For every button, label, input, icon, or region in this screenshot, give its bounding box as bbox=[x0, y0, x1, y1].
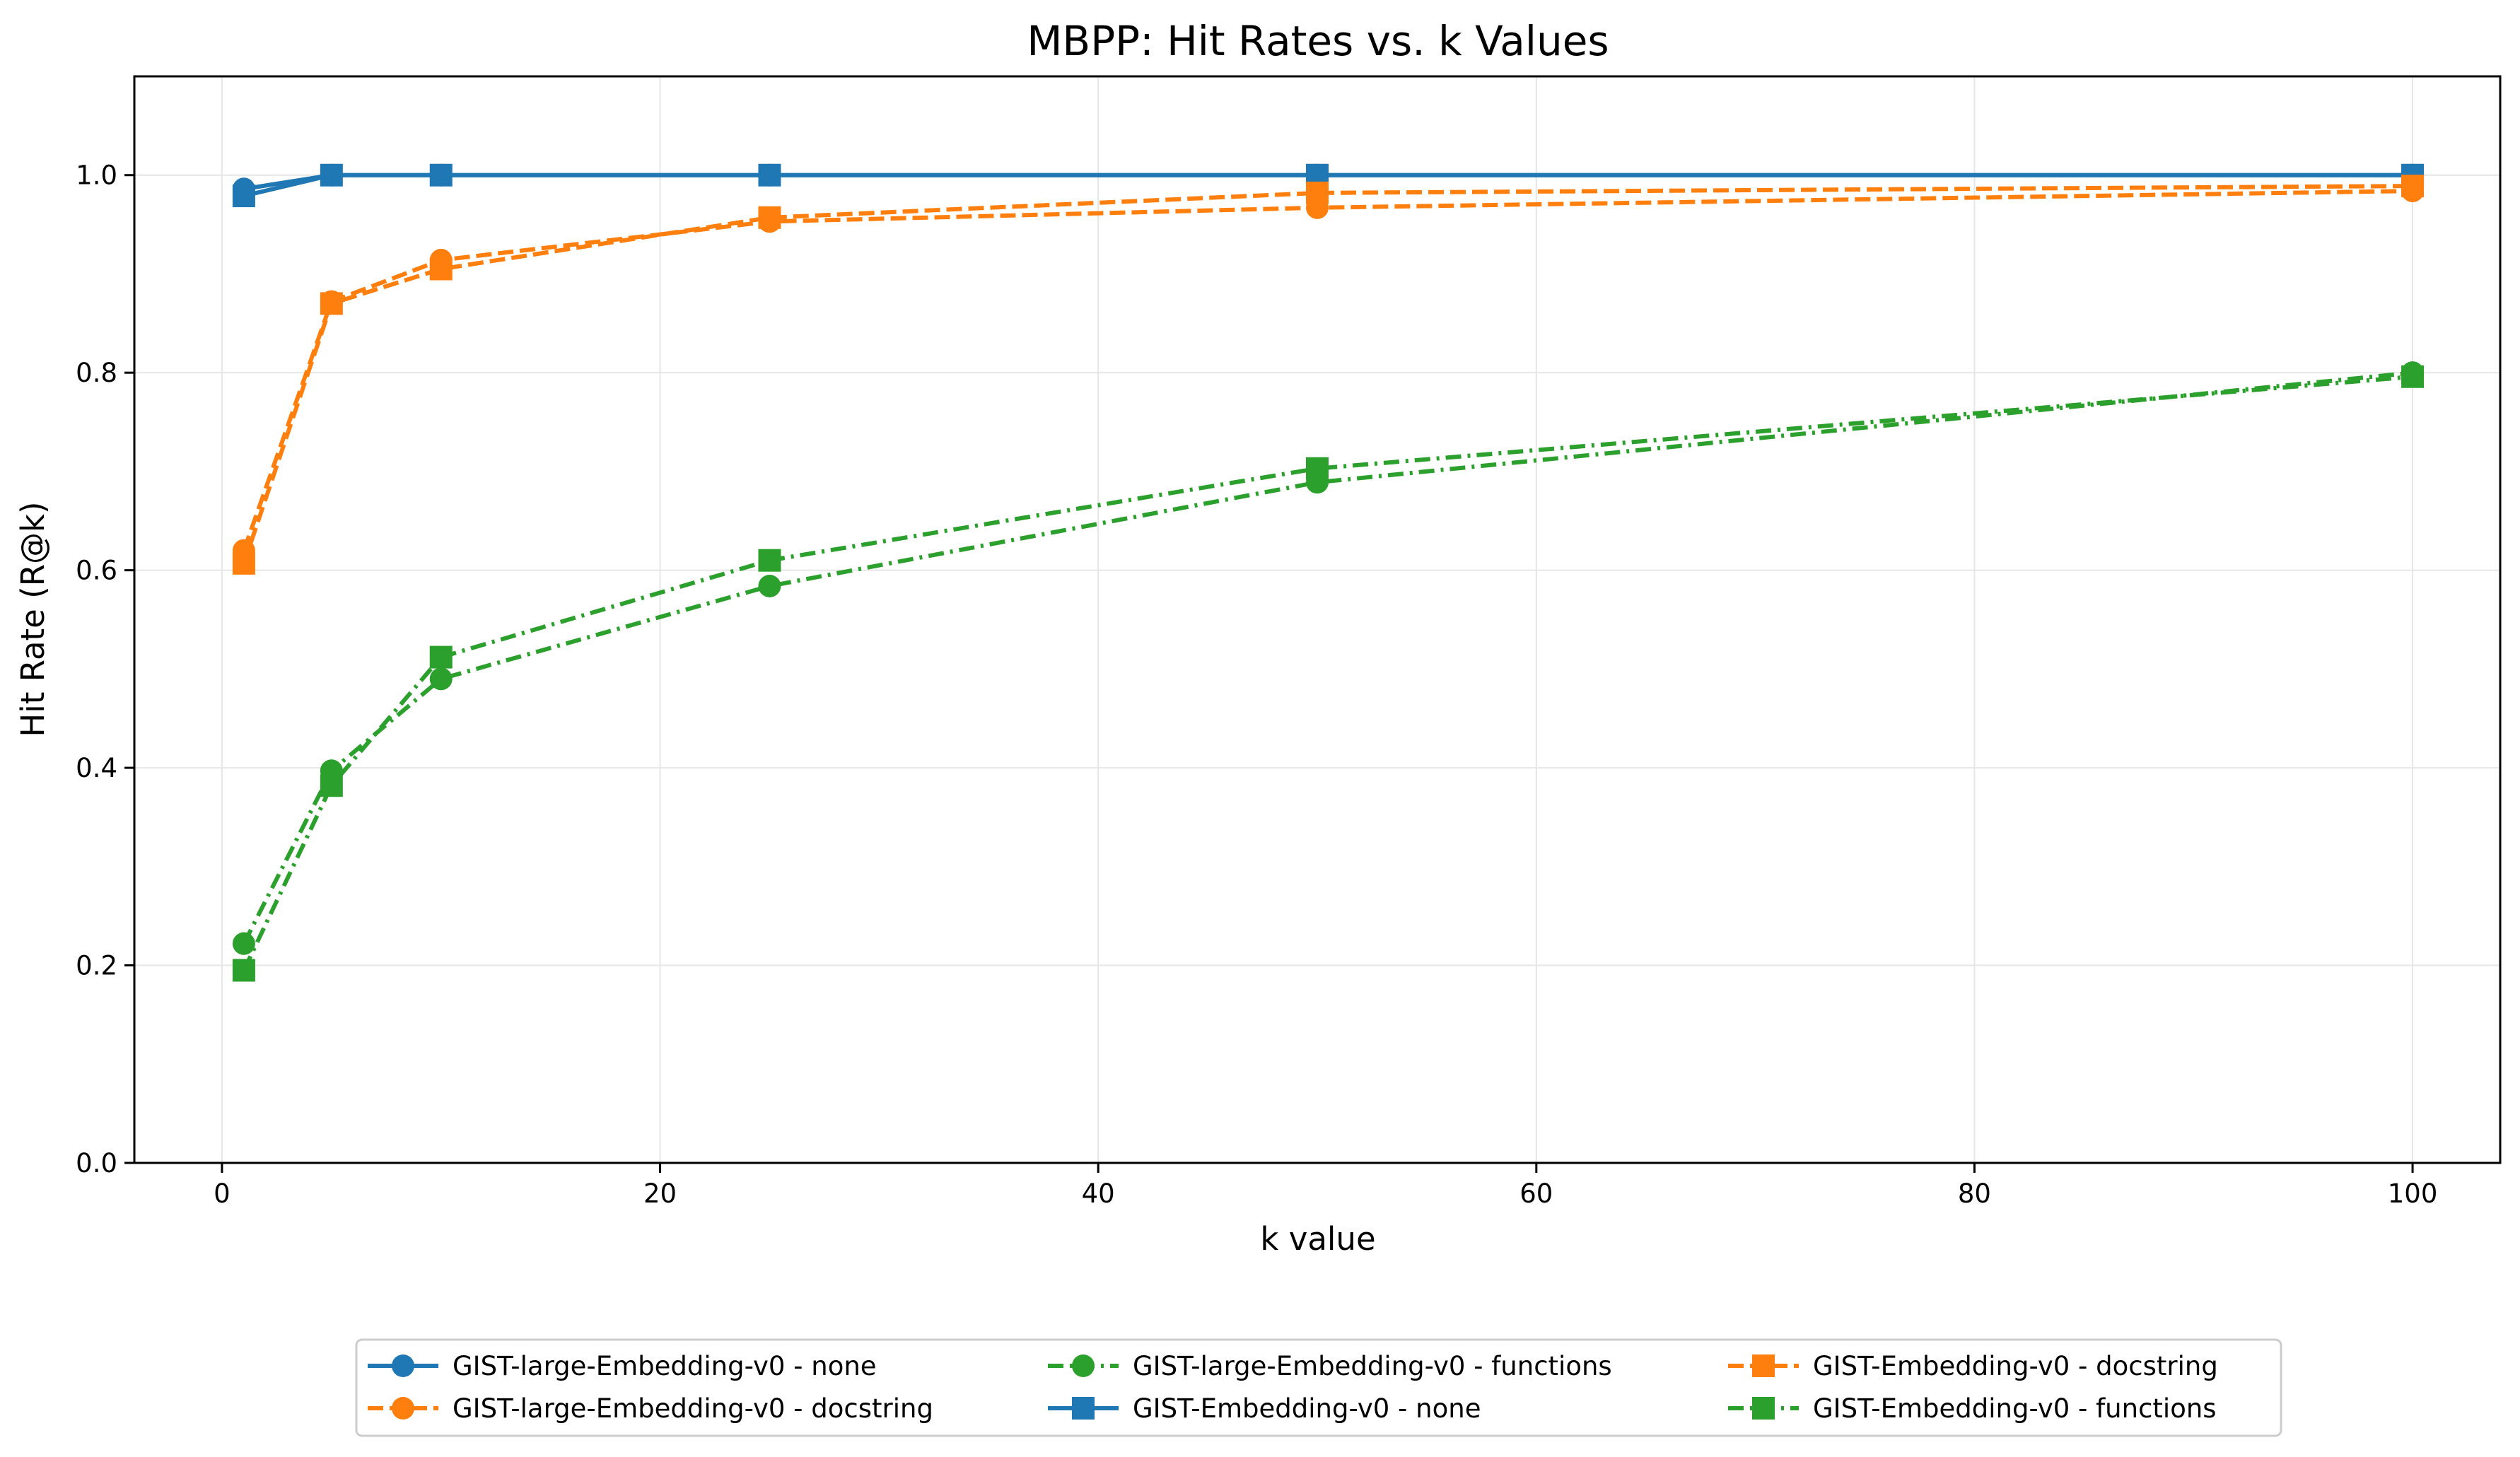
legend-marker bbox=[1752, 1397, 1775, 1420]
legend: GIST-large-Embedding-v0 - none GIST-large… bbox=[355, 1338, 2282, 1437]
x-tick-label: 20 bbox=[643, 1178, 677, 1209]
legend-label: GIST-Embedding-v0 - none bbox=[1133, 1393, 1481, 1424]
x-tick-label: 0 bbox=[214, 1178, 231, 1209]
legend-item: GIST-Embedding-v0 - none bbox=[1048, 1393, 1481, 1424]
series-layer bbox=[232, 163, 2425, 982]
series-4 bbox=[232, 175, 2425, 575]
x-tick-label: 80 bbox=[1958, 1178, 1991, 1209]
legend-item: GIST-Embedding-v0 - functions bbox=[1728, 1393, 2217, 1424]
data-point bbox=[429, 257, 453, 281]
x-tick-label: 100 bbox=[2388, 1178, 2438, 1209]
legend-marker bbox=[1752, 1354, 1775, 1377]
x-tick-label: 40 bbox=[1082, 1178, 1115, 1209]
series-line bbox=[242, 374, 2413, 971]
legend-frame bbox=[355, 1338, 2282, 1437]
data-point bbox=[758, 163, 781, 187]
legend-label: GIST-large-Embedding-v0 - docstring bbox=[453, 1393, 933, 1424]
chart-title: MBPP: Hit Rates vs. k Values bbox=[1027, 17, 1609, 65]
series-line bbox=[242, 370, 2413, 945]
data-point bbox=[232, 551, 255, 575]
series-1 bbox=[232, 180, 2425, 562]
legend-label: GIST-Embedding-v0 - docstring bbox=[1813, 1351, 2218, 1381]
data-point bbox=[320, 292, 343, 315]
grid-lines bbox=[134, 76, 2500, 1164]
y-tick-label: 0.2 bbox=[76, 951, 117, 981]
y-tick-label: 0.4 bbox=[76, 753, 117, 783]
axis-ticks: 0 20 40 60 80 100 0.0 0.2 0.4 0.6 0.8 1.0 bbox=[76, 160, 2437, 1209]
data-point bbox=[2401, 365, 2425, 388]
series-2 bbox=[232, 361, 2425, 955]
data-point bbox=[320, 774, 343, 797]
data-point bbox=[429, 163, 453, 187]
data-point bbox=[758, 549, 781, 572]
series-line bbox=[243, 172, 2413, 199]
data-point bbox=[1306, 181, 1329, 204]
legend-label: GIST-large-Embedding-v0 - none bbox=[453, 1351, 877, 1381]
data-point bbox=[320, 163, 343, 187]
plot-frame bbox=[133, 75, 2502, 1164]
legend-item: GIST-large-Embedding-v0 - functions bbox=[1048, 1351, 1612, 1381]
legend-label: GIST-Embedding-v0 - functions bbox=[1813, 1393, 2217, 1424]
y-tick-label: 0.0 bbox=[76, 1148, 117, 1178]
legend-item: GIST-Embedding-v0 - docstring bbox=[1728, 1351, 2218, 1381]
data-point bbox=[758, 574, 781, 597]
y-tick-label: 0.8 bbox=[76, 358, 117, 388]
legend-item: GIST-large-Embedding-v0 - none bbox=[368, 1351, 877, 1381]
data-point bbox=[429, 645, 453, 669]
legend-label: GIST-large-Embedding-v0 - functions bbox=[1133, 1351, 1612, 1381]
x-axis-label: k value bbox=[1260, 1220, 1375, 1258]
series-5 bbox=[232, 365, 2425, 982]
legend-marker bbox=[392, 1397, 414, 1420]
y-tick-label: 0.6 bbox=[76, 556, 117, 586]
series-line bbox=[242, 189, 2413, 551]
legend-item: GIST-large-Embedding-v0 - docstring bbox=[368, 1393, 933, 1424]
x-tick-label: 60 bbox=[1519, 1178, 1553, 1209]
legend-marker bbox=[1072, 1397, 1095, 1420]
y-axis-label: Hit Rate (R@k) bbox=[14, 501, 52, 737]
data-point bbox=[429, 667, 453, 691]
legend-marker bbox=[1072, 1354, 1095, 1377]
data-point bbox=[232, 932, 255, 955]
data-point bbox=[232, 185, 255, 208]
series-line bbox=[242, 184, 2413, 564]
y-tick-label: 1.0 bbox=[76, 160, 117, 191]
data-point bbox=[758, 206, 781, 229]
data-point bbox=[232, 959, 255, 982]
legend-marker bbox=[392, 1354, 414, 1377]
data-point bbox=[2401, 175, 2425, 198]
data-point bbox=[1306, 457, 1329, 480]
